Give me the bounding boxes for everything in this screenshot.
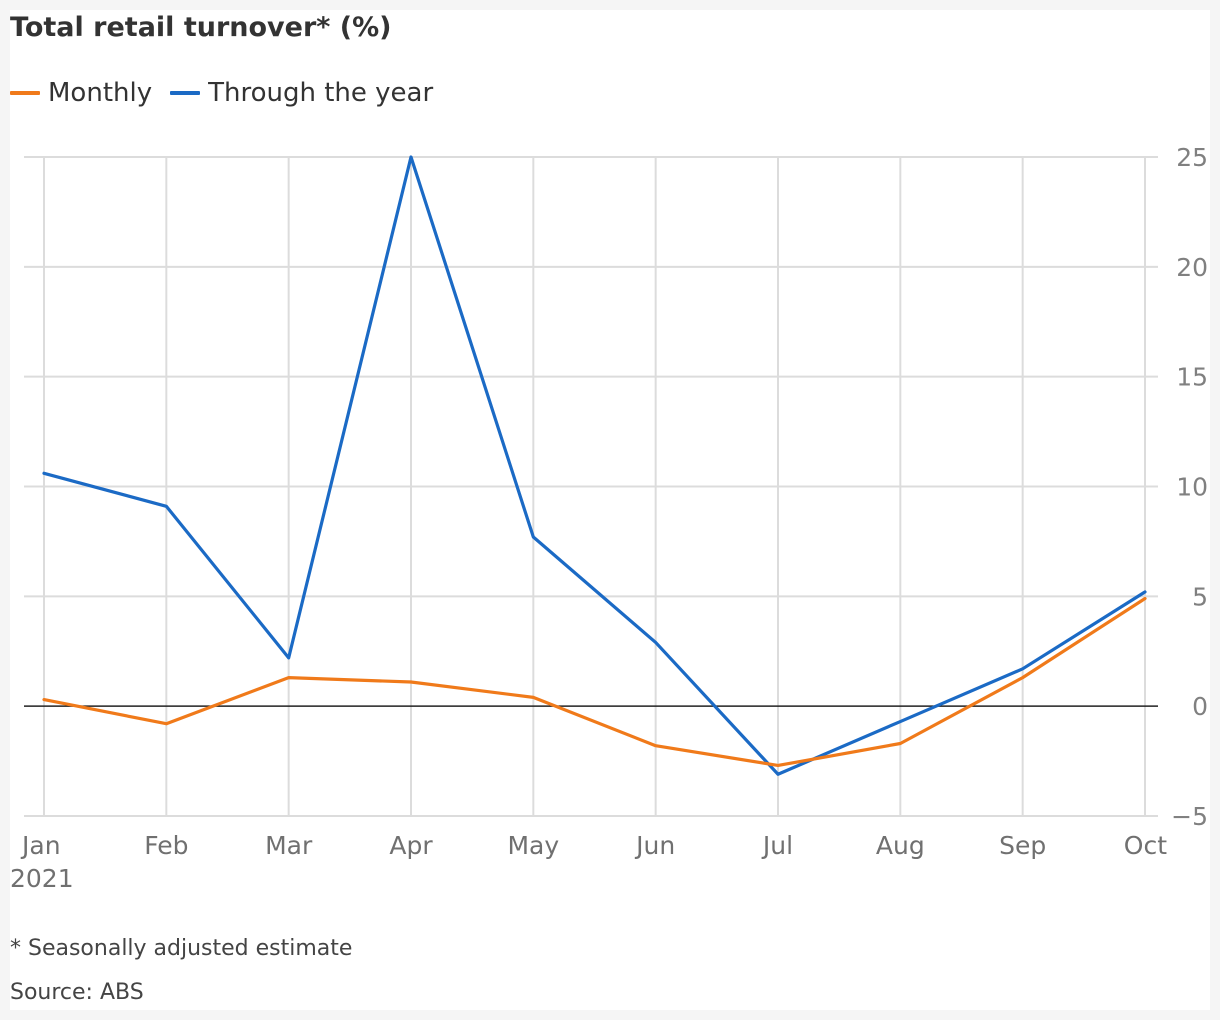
series-line-through-the-year — [42, 155, 1147, 776]
y-tick-label-25: 25 — [1176, 143, 1208, 172]
x-tick-label-jul: Jul — [761, 831, 793, 860]
x-tick-label-apr: Apr — [389, 831, 433, 860]
x-tick-label-may: May — [507, 831, 559, 860]
legend-swatch-monthly — [10, 91, 40, 95]
legend-label-through-the-year: Through the year — [208, 78, 434, 108]
y-tick-label-minus-5: −5 — [1171, 802, 1208, 831]
legend-item-through-the-year: Through the year — [170, 78, 433, 108]
x-tick-label-mar: Mar — [265, 831, 313, 860]
x-tick-label-oct: Oct — [1124, 831, 1167, 860]
legend-item-monthly: Monthly — [10, 78, 152, 108]
source-note: Source: ABS — [10, 980, 144, 1005]
x-tick-label-sep: Sep — [999, 831, 1046, 860]
y-tick-label-20: 20 — [1176, 253, 1208, 282]
x-tick-label-feb: Feb — [144, 831, 188, 860]
legend-label-monthly: Monthly — [48, 78, 153, 108]
y-tick-label-5: 5 — [1192, 582, 1208, 611]
x-tick-label-aug: Aug — [876, 831, 925, 860]
y-tick-label-15: 15 — [1176, 363, 1208, 392]
footnote: * Seasonally adjusted estimate — [10, 936, 353, 961]
x-tick-sublabel-year: 2021 — [10, 864, 74, 893]
x-tick-label-jan: Jan — [20, 831, 61, 860]
series-line-monthly — [42, 596, 1147, 768]
legend: Monthly Through the year — [10, 76, 451, 110]
x-tick-label-jun: Jun — [634, 831, 675, 860]
legend-swatch-through-the-year — [170, 91, 201, 95]
chart-card — [10, 10, 1210, 1010]
y-tick-label-0: 0 — [1192, 692, 1208, 721]
y-tick-label-10: 10 — [1176, 473, 1208, 502]
chart-title: Total retail turnover* (%) — [10, 12, 392, 43]
